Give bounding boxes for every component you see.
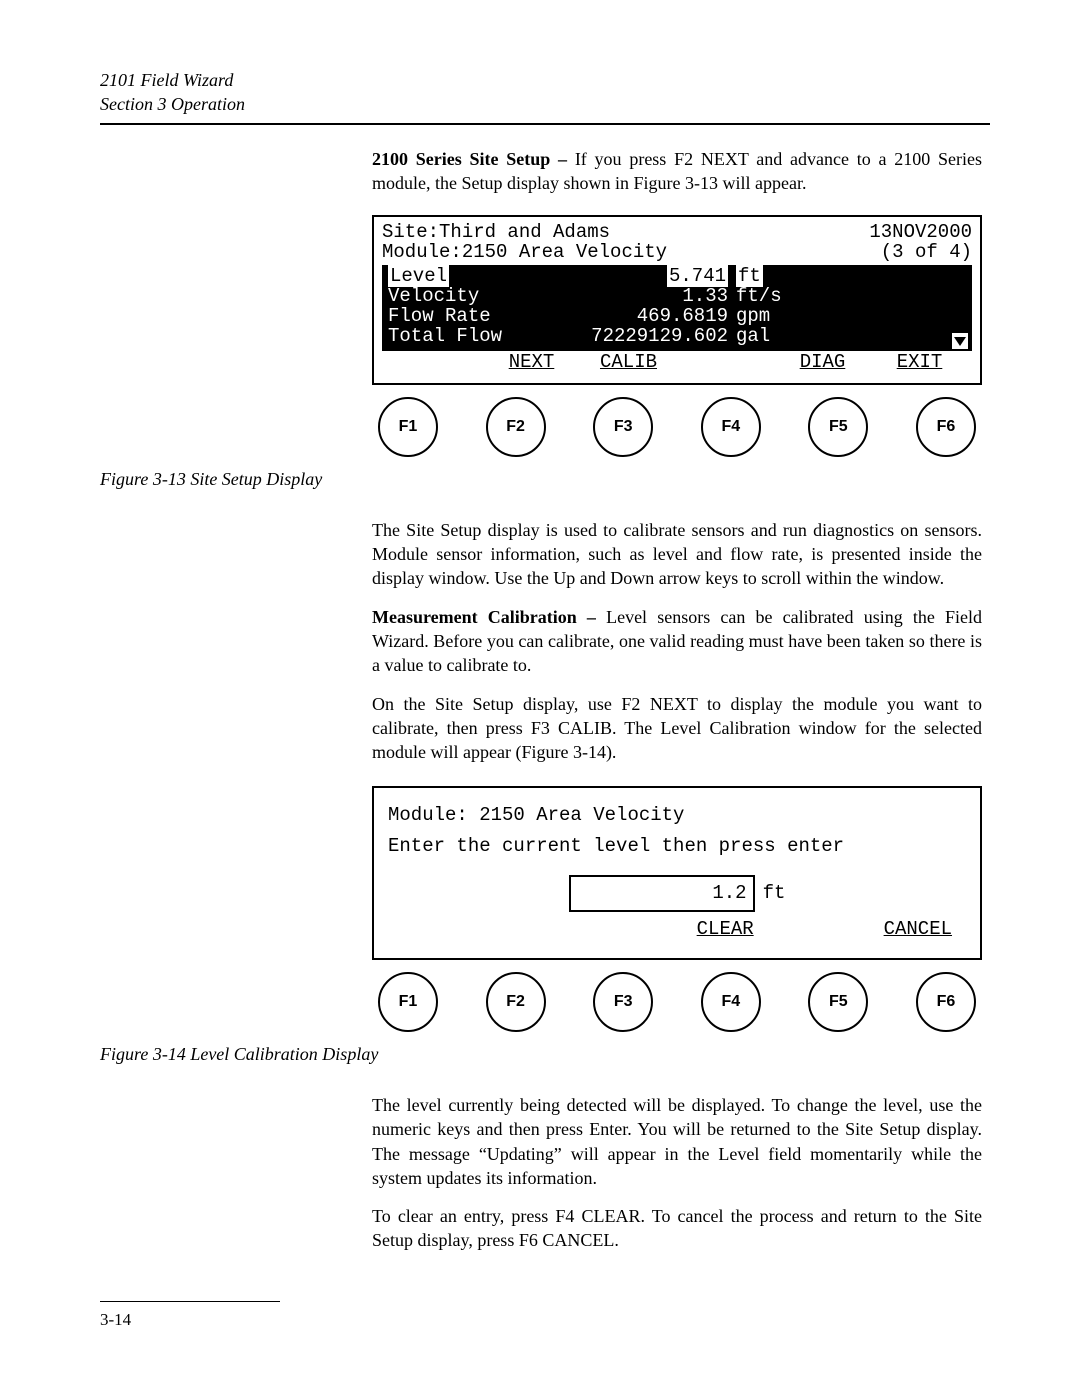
figure-3-14-caption: Figure 3-14 Level Calibration Display — [100, 1044, 990, 1065]
softkey-blank — [484, 914, 580, 944]
data-row: Total Flow72229129.602gal — [388, 327, 966, 347]
para3-bold: Measurement Calibration – — [372, 607, 606, 627]
level-input-unit: ft — [763, 878, 786, 908]
fkey-f2[interactable]: F2 — [486, 972, 546, 1032]
softkey-blank — [581, 914, 677, 944]
level-calibration-display: Module: 2150 Area Velocity Enter the cur… — [372, 786, 982, 960]
display2-input-row: 1.2 ft — [388, 875, 966, 911]
data-row-value: 72229129.602 — [528, 327, 728, 347]
header-rule — [100, 123, 990, 125]
fkey-f4[interactable]: F4 — [701, 972, 761, 1032]
fkey-f6[interactable]: F6 — [916, 397, 976, 457]
paragraph-4: On the Site Setup display, use F2 NEXT t… — [372, 692, 982, 765]
data-row-unit: ft/s — [728, 287, 796, 307]
data-row-label: Level — [388, 267, 528, 287]
data-row: Flow Rate469.6819gpm — [388, 307, 966, 327]
display1-title-row: Site:Third and Adams 13NOV2000 — [382, 223, 972, 243]
fkey-f2[interactable]: F2 — [486, 397, 546, 457]
fkey-f3[interactable]: F3 — [593, 972, 653, 1032]
data-row-unit: gal — [728, 327, 796, 347]
site-setup-display: Site:Third and Adams 13NOV2000 Module:21… — [372, 215, 982, 385]
paragraph-3: Measurement Calibration – Level sensors … — [372, 605, 982, 678]
paragraph-5: The level currently being detected will … — [372, 1093, 982, 1190]
data-row: Level5.741ft — [388, 267, 966, 287]
display1-site: Site:Third and Adams — [382, 223, 610, 243]
header-line-2: Section 3 Operation — [100, 92, 990, 116]
fkey-row-2: F1 F2 F3 F4 F5 F6 — [372, 972, 982, 1032]
fkey-row-1: F1 F2 F3 F4 F5 F6 — [372, 397, 982, 457]
fkey-f6[interactable]: F6 — [916, 972, 976, 1032]
softkey-exit[interactable]: EXIT — [871, 353, 968, 373]
page-header: 2101 Field Wizard Section 3 Operation — [100, 68, 990, 117]
display1-module-row: Module:2150 Area Velocity (3 of 4) — [382, 243, 972, 263]
level-input[interactable]: 1.2 — [569, 875, 755, 911]
footer-rule — [100, 1301, 280, 1302]
data-row-value: 469.6819 — [528, 307, 728, 327]
softkey-blank — [386, 353, 483, 373]
softkey-blank — [677, 353, 774, 373]
display2-softkey-row: CLEAR CANCEL — [388, 914, 966, 944]
paragraph-6: To clear an entry, press F4 CLEAR. To ca… — [372, 1204, 982, 1253]
page-number: 3-14 — [100, 1310, 990, 1330]
figure-3-13-caption: Figure 3-13 Site Setup Display — [100, 469, 990, 490]
data-row-value: 1.33 — [528, 287, 728, 307]
para1-bold: 2100 Series Site Setup – — [372, 149, 575, 169]
data-row-label: Velocity — [388, 287, 528, 307]
header-line-1: 2101 Field Wizard — [100, 68, 990, 92]
display1-data-box: Level5.741ftVelocity1.33ft/sFlow Rate469… — [382, 265, 972, 351]
data-row-unit: ft — [728, 267, 796, 287]
data-row-label: Total Flow — [388, 327, 528, 347]
fkey-f5[interactable]: F5 — [808, 972, 868, 1032]
softkey-next[interactable]: NEXT — [483, 353, 580, 373]
softkey-cancel[interactable]: CANCEL — [870, 914, 966, 944]
fkey-f4[interactable]: F4 — [701, 397, 761, 457]
data-row-unit: gpm — [728, 307, 796, 327]
softkey-calib[interactable]: CALIB — [580, 353, 677, 373]
softkey-blank — [388, 914, 484, 944]
fkey-f5[interactable]: F5 — [808, 397, 868, 457]
data-row: Velocity1.33ft/s — [388, 287, 966, 307]
display1-softkey-row: NEXTCALIB DIAGEXIT — [382, 353, 972, 373]
data-row-label: Flow Rate — [388, 307, 528, 327]
paragraph-2: The Site Setup display is used to calibr… — [372, 518, 982, 591]
softkey-blank — [773, 914, 869, 944]
data-row-value: 5.741 — [528, 267, 728, 287]
softkey-diag[interactable]: DIAG — [774, 353, 871, 373]
fkey-f3[interactable]: F3 — [593, 397, 653, 457]
display1-module: Module:2150 Area Velocity — [382, 243, 667, 263]
paragraph-1: 2100 Series Site Setup – If you press F2… — [372, 147, 982, 196]
fkey-f1[interactable]: F1 — [378, 397, 438, 457]
display2-line2: Enter the current level then press enter — [388, 831, 966, 861]
display2-line1: Module: 2150 Area Velocity — [388, 800, 966, 830]
fkey-f1[interactable]: F1 — [378, 972, 438, 1032]
scroll-down-icon[interactable] — [952, 333, 968, 349]
display1-date: 13NOV2000 — [869, 223, 972, 243]
display1-counter: (3 of 4) — [881, 243, 972, 263]
softkey-clear[interactable]: CLEAR — [677, 914, 773, 944]
